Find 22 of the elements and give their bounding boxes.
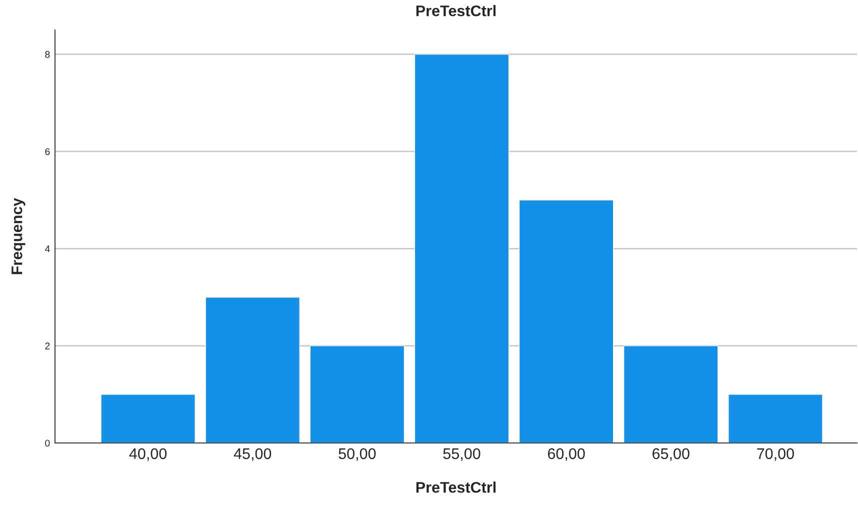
y-axis-title: Frequency xyxy=(12,198,26,274)
x-axis-title: PreTestCtrl xyxy=(416,482,496,493)
x-tick-label: 55,00 xyxy=(443,448,480,461)
x-tick-label: 65,00 xyxy=(652,448,690,461)
y-tick-label: 0 xyxy=(45,440,50,447)
x-tick-label: 50,00 xyxy=(338,448,376,461)
chart-title: PreTestCtrl xyxy=(416,5,496,16)
y-tick-label: 2 xyxy=(45,342,50,350)
bar xyxy=(728,394,823,443)
bar xyxy=(100,394,196,443)
y-tick-label: 4 xyxy=(44,245,50,252)
y-tick-label: 6 xyxy=(45,148,50,156)
bar xyxy=(310,345,405,443)
bar xyxy=(518,200,614,443)
x-tick-label: 45,00 xyxy=(234,448,272,461)
bar xyxy=(623,345,718,443)
bar xyxy=(205,296,300,443)
x-tick-label: 60,00 xyxy=(548,448,585,461)
bar xyxy=(414,54,510,443)
x-tick-label: 70,00 xyxy=(757,448,794,461)
x-tick-label: 40,00 xyxy=(129,448,167,461)
y-tick-label: 8 xyxy=(45,51,50,58)
